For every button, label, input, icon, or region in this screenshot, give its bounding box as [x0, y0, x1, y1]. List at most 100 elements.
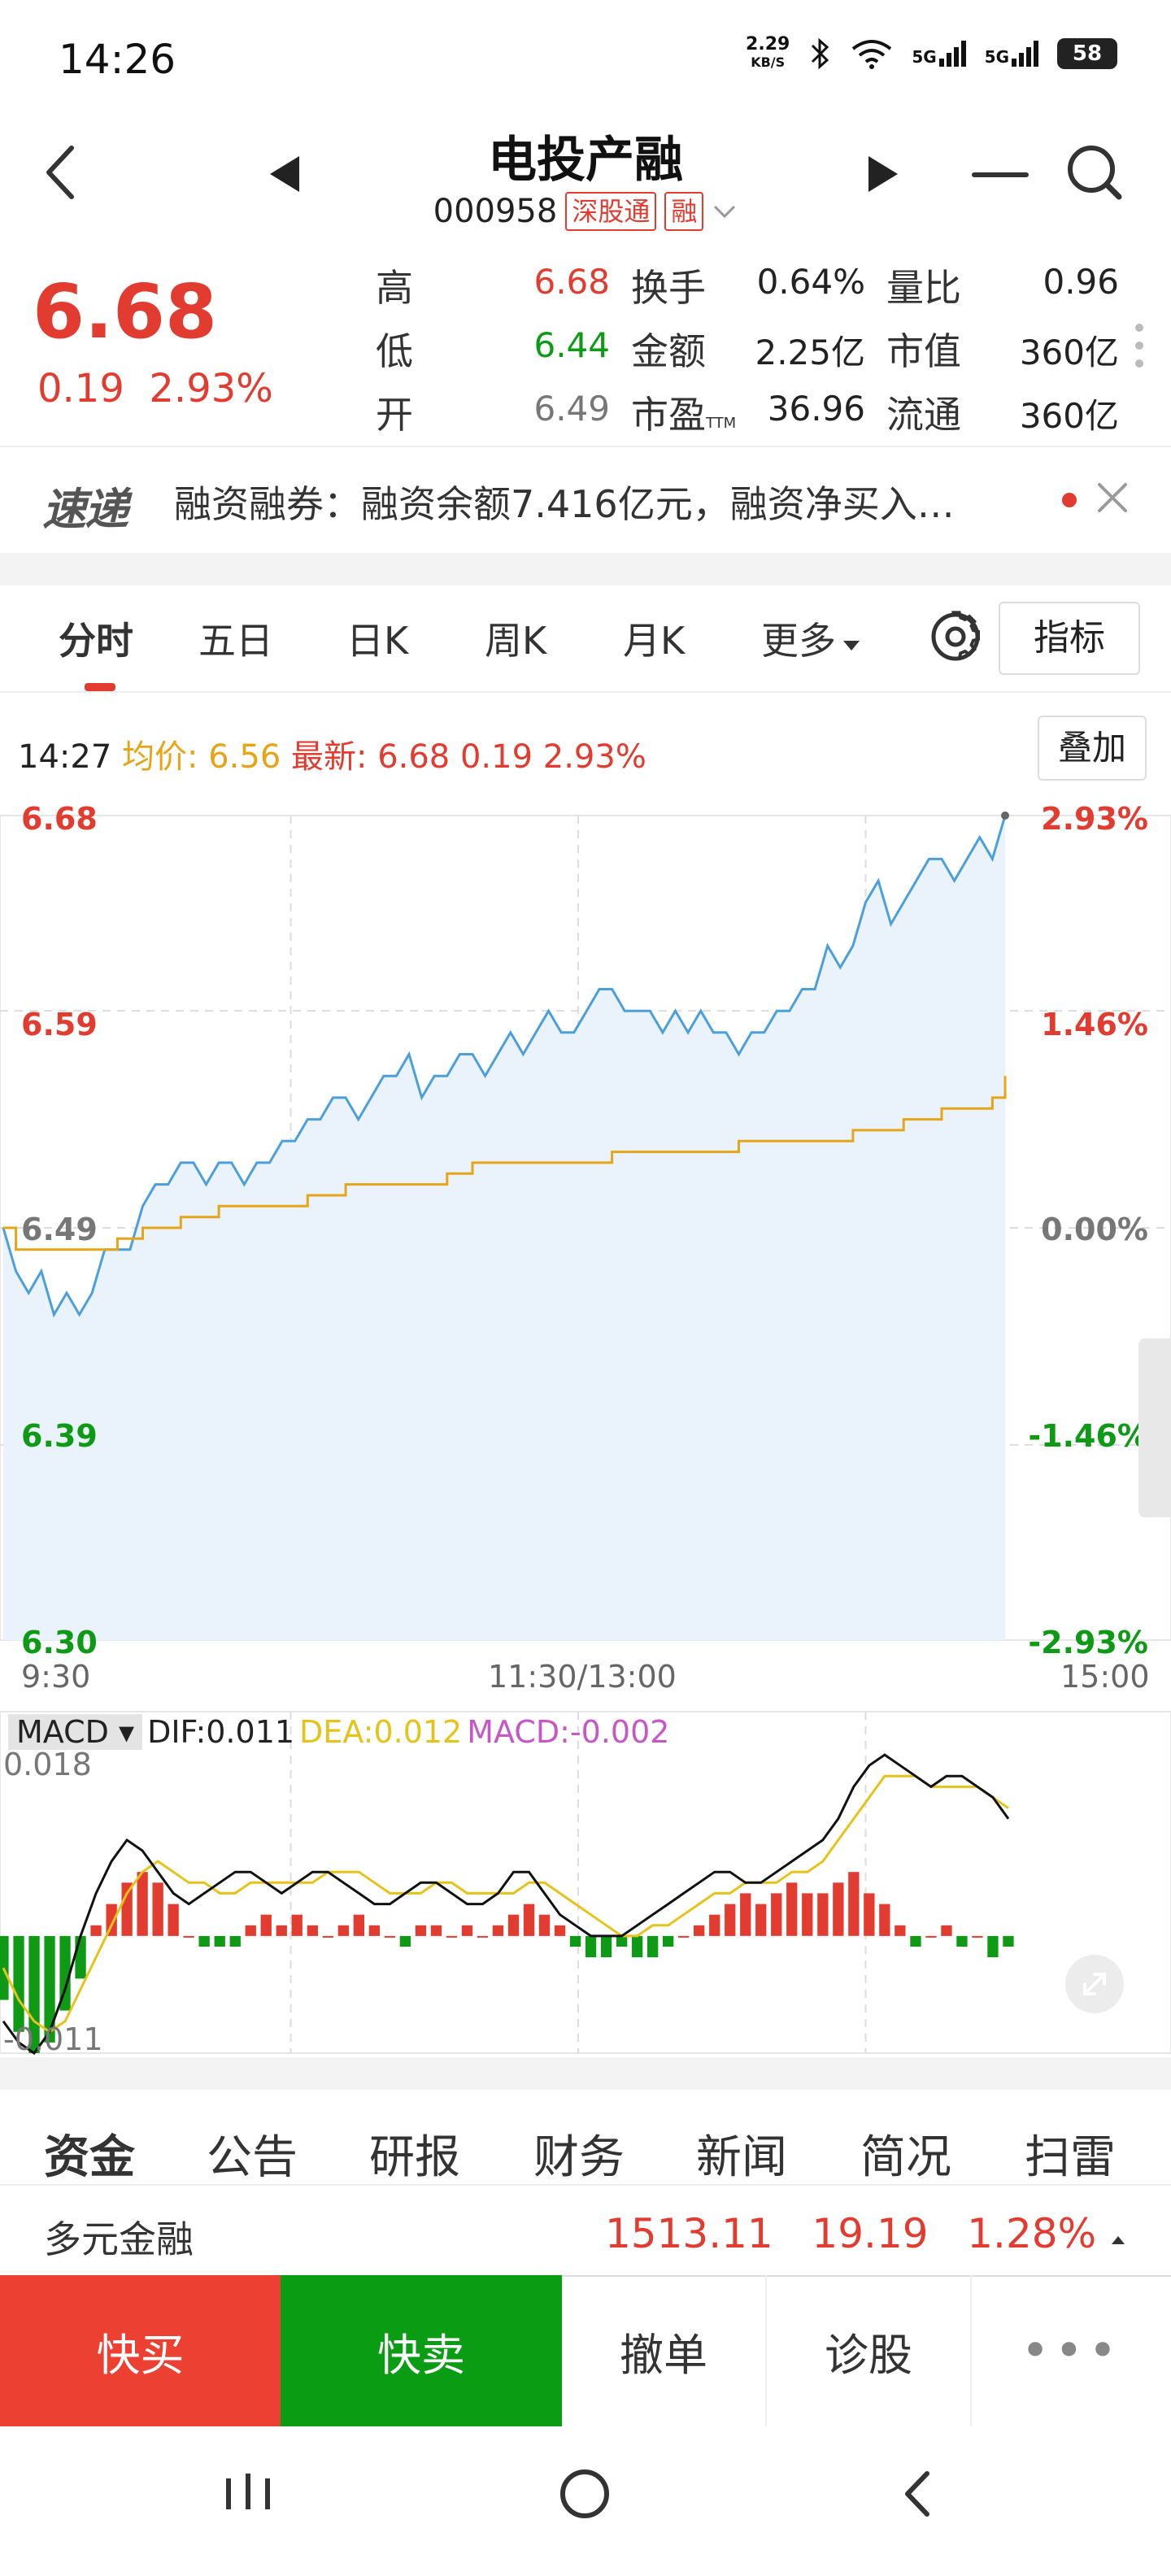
macd-y-top: 0.018 — [3, 1747, 92, 1782]
low-value: 6.44 — [533, 325, 610, 365]
indicator-button[interactable]: 指标 — [999, 602, 1140, 675]
overlay-button[interactable]: 叠加 — [1038, 716, 1147, 781]
macd-bar — [864, 1893, 875, 1936]
search-icon[interactable] — [1062, 140, 1127, 205]
y-tick-left-3: 6.49 — [21, 1212, 98, 1247]
close-icon[interactable] — [1093, 478, 1132, 517]
macd-bar — [307, 1925, 318, 1936]
macd-bar — [90, 1925, 102, 1936]
macd-bar — [632, 1935, 643, 1958]
macd-selector[interactable]: MACD ▾ — [8, 1714, 143, 1750]
next-stock-icon[interactable] — [860, 151, 906, 197]
sector-change: 19.19 — [812, 2210, 929, 2257]
chart-info-line: 14:27 均价: 6.56 最新: 6.68 0.19 2.93% — [18, 730, 646, 777]
macd-bar — [492, 1925, 504, 1936]
open-value: 6.49 — [533, 389, 610, 429]
tab-news[interactable]: 新闻 — [696, 2131, 787, 2184]
connect-tag: 深股通 — [565, 192, 657, 231]
avg-value: 6.56 — [208, 738, 281, 776]
side-drawer-handle[interactable] — [1138, 1338, 1171, 1517]
macd-bar — [647, 1935, 659, 1958]
tab-finance[interactable]: 财务 — [533, 2131, 625, 2184]
sector-row[interactable] — [0, 2184, 1171, 2277]
back-arrow-icon[interactable] — [36, 140, 85, 205]
intraday-price-chart[interactable] — [0, 801, 1171, 1663]
y-tick-left-5: 6.30 — [21, 1625, 98, 1660]
macd-bar — [13, 1935, 24, 2032]
wifi-icon — [852, 40, 892, 69]
tab-risk-scan[interactable]: 扫雷 — [1025, 2131, 1116, 2184]
sector-values: 1513.11 19.19 1.28% — [605, 2210, 1127, 2257]
macd-selector-label: MACD — [16, 1714, 109, 1750]
macd-bar — [910, 1935, 921, 1947]
macd-bar — [616, 1935, 628, 1947]
gear-icon[interactable] — [927, 608, 984, 665]
back-icon[interactable] — [895, 2465, 943, 2522]
float-cap-value: 360亿 — [1019, 396, 1119, 436]
more-actions-button[interactable]: ••• — [1021, 2322, 1122, 2379]
macd-bar — [956, 1935, 968, 1947]
macd-bar — [585, 1935, 597, 1958]
tab-announcements[interactable]: 公告 — [207, 2131, 298, 2184]
macd-bar — [322, 1935, 333, 1938]
cancel-order-button[interactable]: 撤单 — [562, 2275, 767, 2426]
action-bar — [0, 2275, 1171, 2428]
status-time: 14:26 — [59, 36, 176, 83]
amount-label: 金额 — [631, 329, 706, 373]
avg-label: 均价: — [122, 738, 198, 776]
tab-research[interactable]: 研报 — [369, 2131, 460, 2184]
quick-buy-button[interactable]: 快买 — [0, 2275, 281, 2426]
stock-code-row: 000958 深股通 融 — [0, 192, 1171, 231]
macd-bar — [198, 1935, 210, 1947]
tab-weekly-k[interactable]: 周K — [485, 619, 547, 663]
low-label: 低 — [376, 329, 413, 373]
macd-bar — [554, 1925, 566, 1936]
y-tick-right-2: 1.46% — [1041, 1007, 1148, 1042]
bluetooth-icon — [812, 37, 829, 70]
quick-sell-button[interactable]: 快卖 — [281, 2275, 562, 2426]
minus-icon[interactable] — [968, 154, 1033, 195]
expand-icon[interactable] — [1065, 1955, 1124, 2013]
average-line — [3, 1076, 1007, 1251]
tab-more[interactable]: 更多 — [761, 611, 862, 665]
dif-label: DIF:0.011 — [147, 1714, 295, 1750]
diagnose-button[interactable]: 诊股 — [767, 2275, 972, 2426]
macd-bar — [771, 1893, 782, 1936]
recent-apps-icon[interactable] — [220, 2469, 276, 2517]
latest-change: 0.19 — [459, 738, 533, 776]
tab-five-day[interactable]: 五日 — [198, 619, 273, 663]
home-icon[interactable] — [556, 2465, 613, 2522]
signal-2: 5G — [985, 41, 1039, 67]
pe-value: 36.96 — [767, 389, 865, 429]
active-tab-indicator — [85, 683, 115, 691]
macd-bar — [833, 1882, 844, 1936]
price-area — [3, 816, 1005, 1640]
tab-monthly-k[interactable]: 月K — [623, 619, 686, 663]
change-percent: 2.93% — [149, 366, 273, 411]
x-tick-close: 15:00 — [1060, 1659, 1150, 1695]
macd-bar — [291, 1914, 303, 1936]
tab-daily-k[interactable]: 日K — [346, 619, 409, 663]
caret-down-icon — [843, 641, 860, 651]
prev-stock-icon[interactable] — [262, 151, 307, 197]
current-price: 6.68 — [33, 268, 217, 355]
macd-bar — [399, 1935, 411, 1947]
y-tick-left-1: 6.68 — [21, 801, 98, 837]
macd-bar — [152, 1882, 163, 1936]
market-cap-value: 360亿 — [1019, 333, 1119, 372]
open-label: 开 — [376, 393, 413, 437]
tab-profile[interactable]: 简况 — [860, 2131, 951, 2184]
y-tick-right-5: -2.93% — [1028, 1625, 1148, 1660]
chevron-down-icon[interactable] — [712, 198, 738, 224]
caret-up-icon — [1112, 2236, 1125, 2244]
macd-bar — [214, 1935, 225, 1947]
volume-ratio-value: 0.96 — [1043, 262, 1119, 302]
y-tick-right-3: 0.00% — [1041, 1212, 1148, 1247]
macd-header: MACD ▾ DIF:0.011 DEA:0.012 MACD:-0.002 — [8, 1714, 669, 1750]
news-text[interactable]: 融资融券：融资余额7.416亿元，融资净买入… — [174, 482, 955, 526]
news-ticker[interactable] — [0, 446, 1171, 553]
macd-chart[interactable] — [0, 1704, 1171, 2061]
tab-funds[interactable]: 资金 — [44, 2131, 135, 2184]
tab-intraday[interactable]: 分时 — [59, 619, 133, 663]
more-vertical-icon[interactable] — [1134, 321, 1144, 370]
